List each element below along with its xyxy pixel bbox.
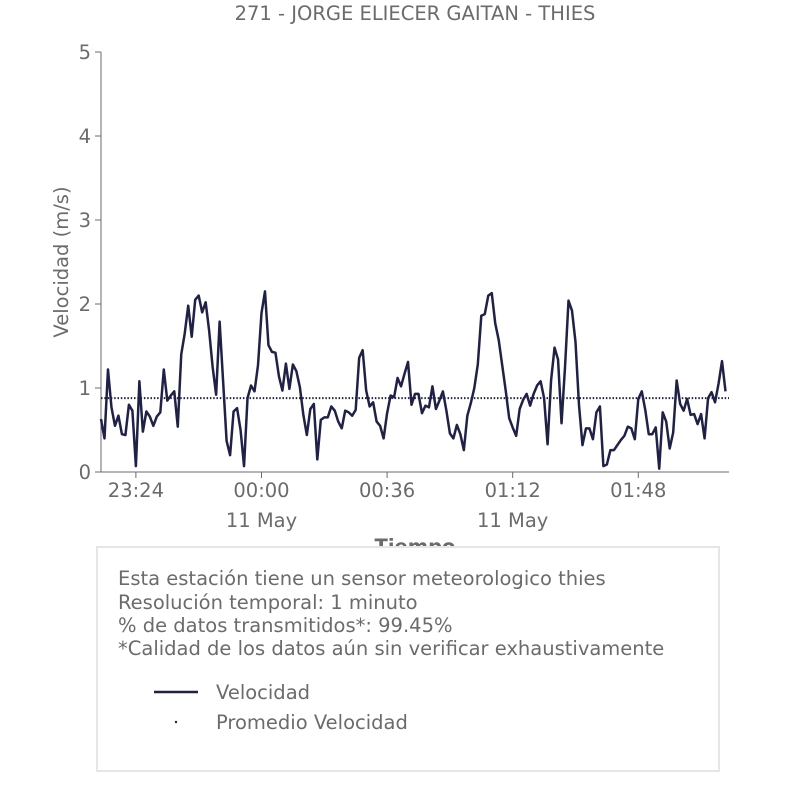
x-tick-label: 23:24 xyxy=(108,479,164,502)
info-line-quality-note: *Calidad de los datos aún sin verificar … xyxy=(118,637,665,660)
info-box: Esta estación tiene un sensor meteorolog… xyxy=(96,546,720,772)
y-tick-label: 4 xyxy=(79,125,91,148)
y-tick-label: 3 xyxy=(79,209,91,232)
info-line-resolution: Resolución temporal: 1 minuto xyxy=(118,591,418,614)
y-axis-label: Velocidad (m/s) xyxy=(50,186,73,337)
x-tick-label: 01:12 xyxy=(485,479,541,502)
legend-label-promedio: Promedio Velocidad xyxy=(216,710,408,734)
x-tick-label: 00:36 xyxy=(359,479,415,502)
y-tick-label: 5 xyxy=(79,41,91,64)
y-ticks: 0 1 2 3 4 5 xyxy=(79,41,101,484)
x-tick-date-label: 11 May xyxy=(477,509,548,532)
y-tick-label: 2 xyxy=(79,293,91,316)
x-ticks: 23:24 00:00 11 May 00:36 01:12 11 May 01:48 xyxy=(108,472,666,532)
x-tick-date-label: 11 May xyxy=(226,509,297,532)
info-line-transmitted: % de datos transmitidos*: 99.45% xyxy=(118,614,453,637)
series-velocidad-line xyxy=(99,290,727,470)
legend-solid-line-swatch xyxy=(154,690,198,694)
plot-area xyxy=(99,290,729,470)
x-tick-label: 00:00 xyxy=(233,479,289,502)
chart-title: 271 - JORGE ELIECER GAITAN - THIES xyxy=(235,2,596,25)
y-tick-label: 0 xyxy=(79,461,91,484)
legend-label-velocidad: Velocidad xyxy=(216,680,311,704)
legend-dot-swatch xyxy=(174,720,178,724)
info-line-sensor: Esta estación tiene un sensor meteorolog… xyxy=(118,567,606,590)
y-tick-label: 1 xyxy=(79,377,91,400)
x-tick-label: 01:48 xyxy=(610,479,666,502)
